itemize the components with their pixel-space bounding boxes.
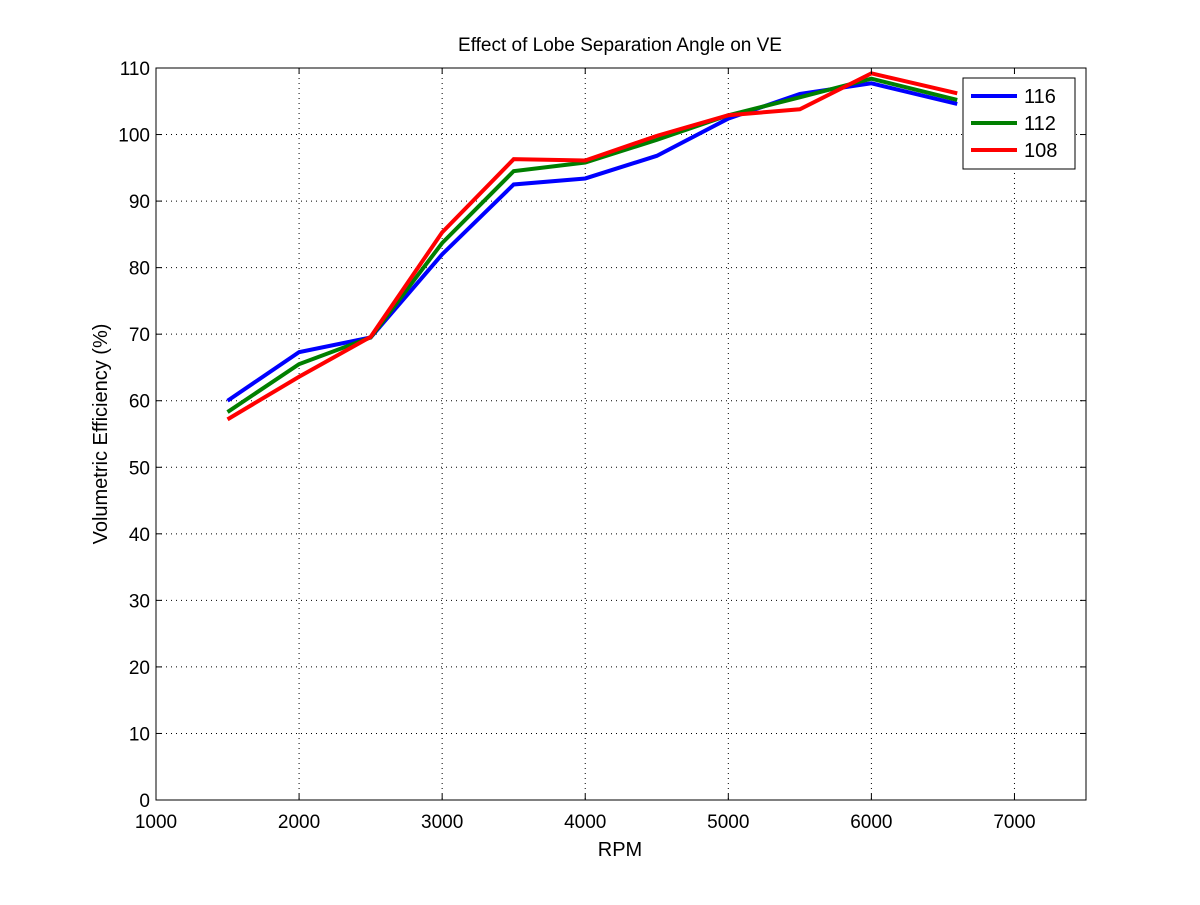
x-tick-label: 7000 <box>993 812 1035 833</box>
y-axis-title: Volumetric Efficiency (%) <box>90 324 112 545</box>
y-tick-label: 40 <box>129 525 150 546</box>
x-tick-label: 6000 <box>850 812 892 833</box>
series-lines <box>226 71 958 422</box>
x-tick-label: 2000 <box>278 812 320 833</box>
y-tick-label: 10 <box>129 724 150 745</box>
grid <box>156 68 1086 800</box>
x-tick-label: 1000 <box>135 812 177 833</box>
x-tick-label: 3000 <box>421 812 463 833</box>
series-line-108 <box>226 71 958 422</box>
plot-frame <box>155 67 1087 801</box>
y-tick-label: 80 <box>129 259 150 280</box>
y-tick-label: 0 <box>139 791 150 812</box>
axes <box>155 67 1087 801</box>
y-tick-label: 90 <box>129 192 150 213</box>
x-axis-title: RPM <box>598 839 642 861</box>
legend-label-112: 112 <box>1024 113 1056 135</box>
y-tick-label: 70 <box>129 325 150 346</box>
y-tick-label: 50 <box>129 458 150 479</box>
y-tick-label: 30 <box>129 591 150 612</box>
y-tick-label: 60 <box>129 392 150 413</box>
chart-title: Effect of Lobe Separation Angle on VE <box>458 35 782 56</box>
y-tick-label: 20 <box>129 658 150 679</box>
legend: 116 112 108 <box>962 77 1076 170</box>
legend-label-116: 116 <box>1024 86 1056 108</box>
tick-labels: 1000 2000 3000 4000 5000 6000 7000 0 10 20 30 40 50 6… <box>118 59 1035 833</box>
y-tick-label: 110 <box>120 59 150 80</box>
x-tick-label: 4000 <box>564 812 606 833</box>
y-tick-label: 100 <box>118 126 150 147</box>
legend-label-108: 108 <box>1024 140 1057 162</box>
x-tick-label: 5000 <box>707 812 749 833</box>
